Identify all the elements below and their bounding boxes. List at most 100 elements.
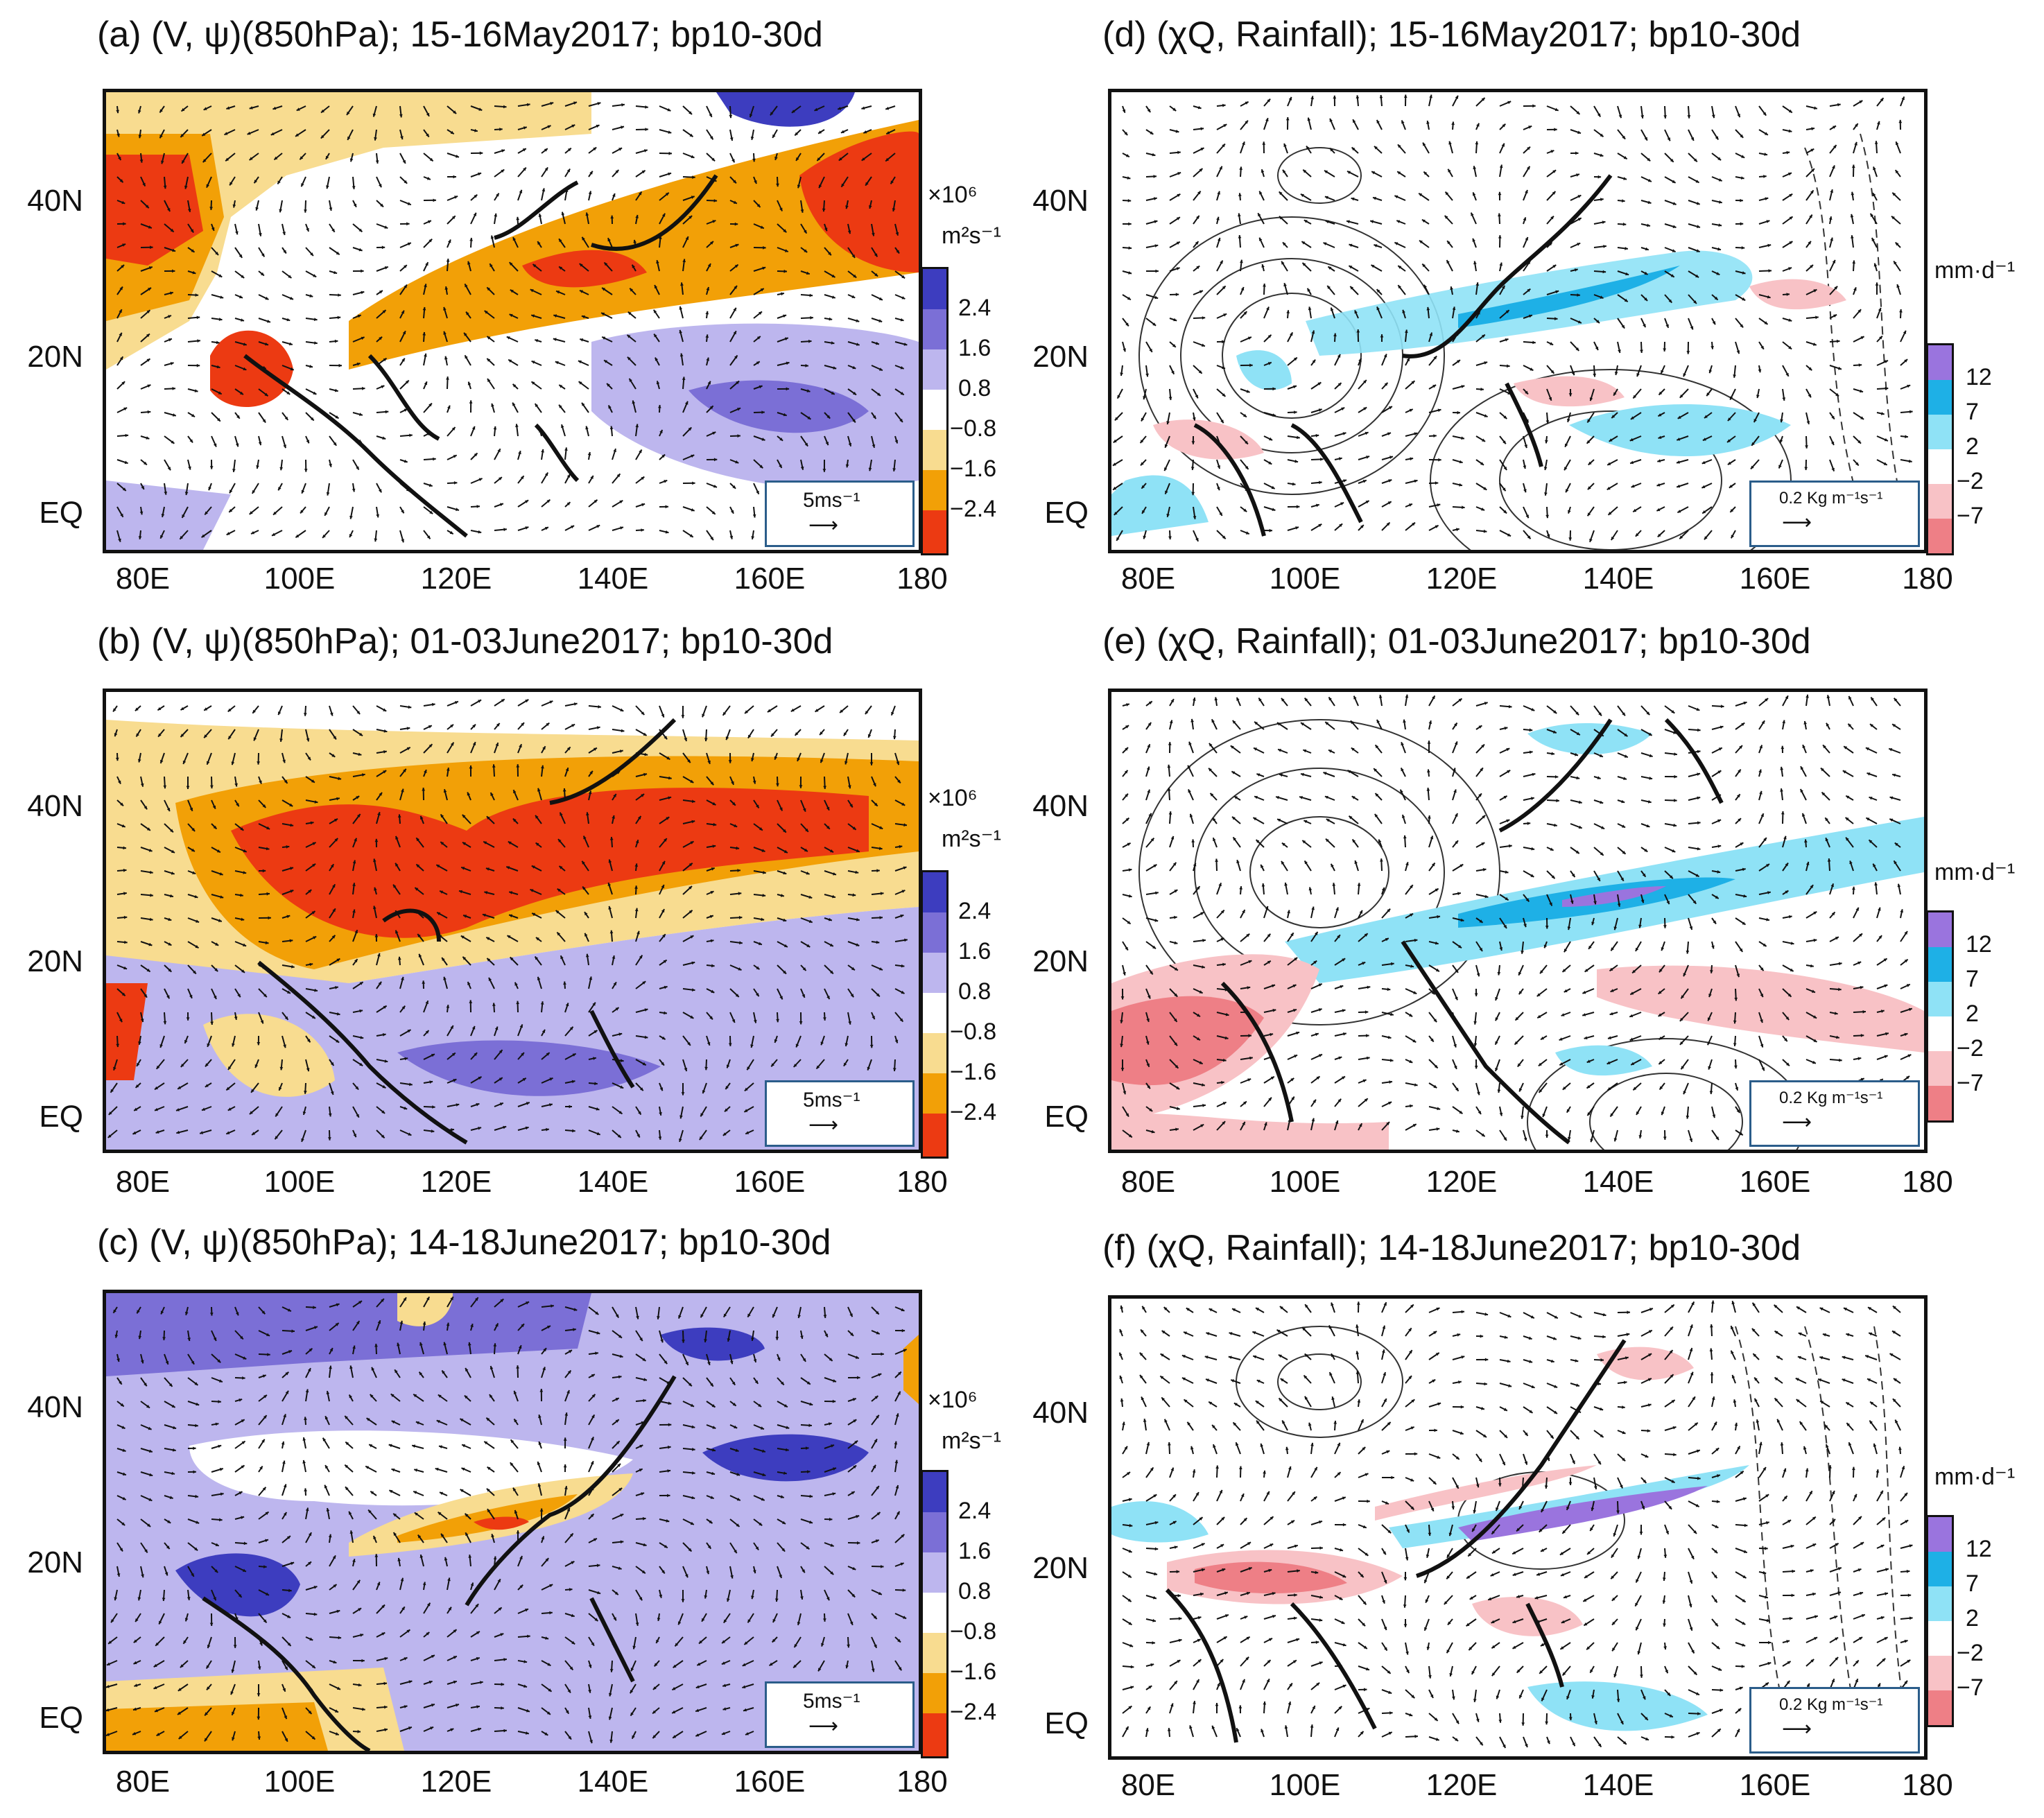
wind-arrow-head [690,779,694,783]
xtick-c-160e: 160E [734,1765,806,1799]
wind-arrow-head [754,180,757,184]
wind-arrow-head [881,1565,884,1568]
wind-arrow-head [525,500,529,503]
wind-arrow-head [531,361,535,364]
wind-vector-field [106,1296,907,1744]
wind-arrow-head [114,1597,117,1601]
wind-arrow-head [635,215,639,218]
wind-arrow-head [547,125,551,129]
wind-arrow-head [699,1136,703,1140]
wind-arrow-head [1602,220,1606,224]
wind-arrow-head [1498,191,1502,196]
wind-arrow-head [1272,413,1276,417]
wind-arrow-head [453,175,456,179]
psi-a-swatch-3 [923,349,946,390]
wind-arrow-head [284,1715,287,1720]
wind-arrow-head [1550,150,1554,153]
wind-arrow-head [372,113,376,117]
wind-arrow-head [525,1126,529,1130]
wind-arrow-head [266,892,270,896]
wind-arrow-head [1714,296,1718,300]
wind-arrow-head [413,1491,417,1494]
wind-arrow-head [487,287,491,291]
wind-arrow-head [549,1611,553,1615]
wind-arrow-head [1406,358,1410,362]
wind-arrow-head [255,207,259,211]
wind-arrow-head [1473,261,1477,265]
wind-arrow-head [381,1134,385,1139]
wind-arrow-head [668,1401,672,1405]
wind-arrow-head [900,914,904,918]
wind-arrow-head [537,976,541,980]
wind-arrow-head [1480,388,1484,391]
wind-arrow-head [137,1597,141,1601]
wind-arrow-head [1346,220,1350,224]
wind-arrow-head [733,331,736,335]
wind-arrow-head [426,112,430,116]
wind-arrow-head [1222,103,1226,107]
wind-arrow-head [191,413,195,417]
wind-arrow-head [308,1532,312,1536]
wind-arrow-head [1243,311,1247,315]
wind-arrow-head [406,727,410,730]
wind-arrow-head [868,205,872,209]
wind-arrow-head [1154,295,1159,300]
wind-arrow-head [1312,359,1316,363]
wind-arrow-head [1457,410,1460,415]
wind-arrow-head [324,512,328,516]
wind-arrow-head [1622,199,1625,202]
wind-arrow-head [328,1534,332,1538]
wind-arrow-head [666,756,670,760]
wind-arrow-head [417,1534,422,1539]
wind-arrow-head [542,188,546,192]
wind-arrow-head [330,712,334,716]
wind-arrow-head [1630,416,1634,419]
wind-arrow-head [512,383,517,388]
wind-arrow-head [167,208,171,211]
wind-arrow-head [901,802,906,806]
wind-arrow-head [1858,363,1862,367]
wind-arrow-head [518,451,521,455]
wind-arrow-head [433,198,436,202]
wind-arrow-head [609,1669,614,1672]
wind-arrow-head [218,318,223,321]
wind-arrow-head [512,237,517,241]
psi-c-swatch-1 [923,1472,946,1512]
wind-arrow-head [272,106,277,110]
wind-arrow-head [494,1026,499,1030]
wind-arrow-head [809,1520,813,1524]
wind-arrow-head [159,760,164,763]
wind-arrow-head [897,1391,901,1395]
wind-arrow-head [231,761,235,765]
wind-arrow-head [501,1682,505,1686]
wind-arrow-head [684,401,688,405]
wind-arrow-head [114,733,118,737]
wind-arrow-head [383,358,387,362]
wind-arrow-head [608,405,612,409]
wind-arrow-head [173,1426,177,1430]
wind-arrow-head [1788,345,1792,349]
wind-arrow-head [642,1516,646,1521]
wind-arrow-head [286,1536,291,1539]
wind-arrow-head [215,1543,219,1546]
wind-arrow-head [571,124,575,128]
wind-arrow-head [1397,171,1401,175]
wind-arrow-head [779,807,783,811]
wind-arrow-head [1505,338,1509,342]
wind-arrow-head [784,337,788,341]
wind-arrow-head [826,825,830,829]
wind-arrow-head [1263,284,1266,287]
wind-arrow-head [471,426,476,430]
wind-arrow-head [826,415,831,419]
wind-arrow-head [769,1662,773,1666]
wind-arrow-head [261,253,265,257]
wind-arrow-head [378,981,382,985]
wind-arrow-head [1525,237,1528,241]
wind-arrow-head [119,1548,123,1552]
wind-arrow-head [760,288,764,292]
wind-arrow-head [506,866,510,869]
wind-arrow-head [313,1306,316,1309]
wind-arrow-head [874,1644,877,1648]
panel-a-ref-vector-label: 5ms⁻¹ [803,489,860,512]
wind-arrow-head [795,1044,799,1048]
